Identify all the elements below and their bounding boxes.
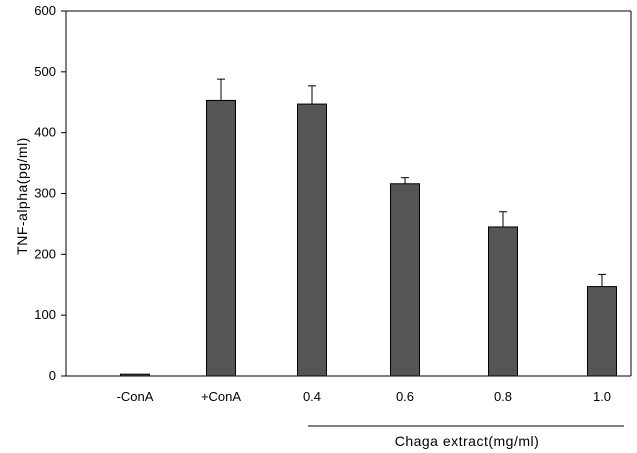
y-axis-ticks: 0 100 200 300 400 500 600 [34, 3, 66, 383]
bar [206, 99, 236, 377]
bar [390, 183, 420, 377]
y-tick-label: 0 [49, 368, 56, 383]
y-axis-label: TNF-alpha(pg/ml) [14, 137, 30, 255]
y-tick-label: 100 [34, 307, 56, 322]
x-tick-labels: -ConA +ConA 0.4 0.6 0.8 1.0 [117, 389, 611, 404]
y-tick-label: 400 [34, 125, 56, 140]
x-tick-label: 0.6 [396, 389, 414, 404]
x-tick-label: +ConA [201, 389, 241, 404]
x-tick-label: -ConA [117, 389, 154, 404]
x-tick-label: 1.0 [593, 389, 611, 404]
bar [120, 373, 150, 377]
bar [297, 103, 327, 377]
y-tick-label: 200 [34, 246, 56, 261]
x-tick-label: 0.8 [494, 389, 512, 404]
y-tick-label: 500 [34, 64, 56, 79]
y-tick-label: 600 [34, 3, 56, 18]
x-tick-label: 0.4 [303, 389, 321, 404]
y-tick-label: 300 [34, 186, 56, 201]
bar [587, 286, 617, 377]
group-label: Chaga extract(mg/ml) [395, 433, 540, 449]
bars-group [120, 78, 617, 377]
bar [488, 226, 518, 377]
